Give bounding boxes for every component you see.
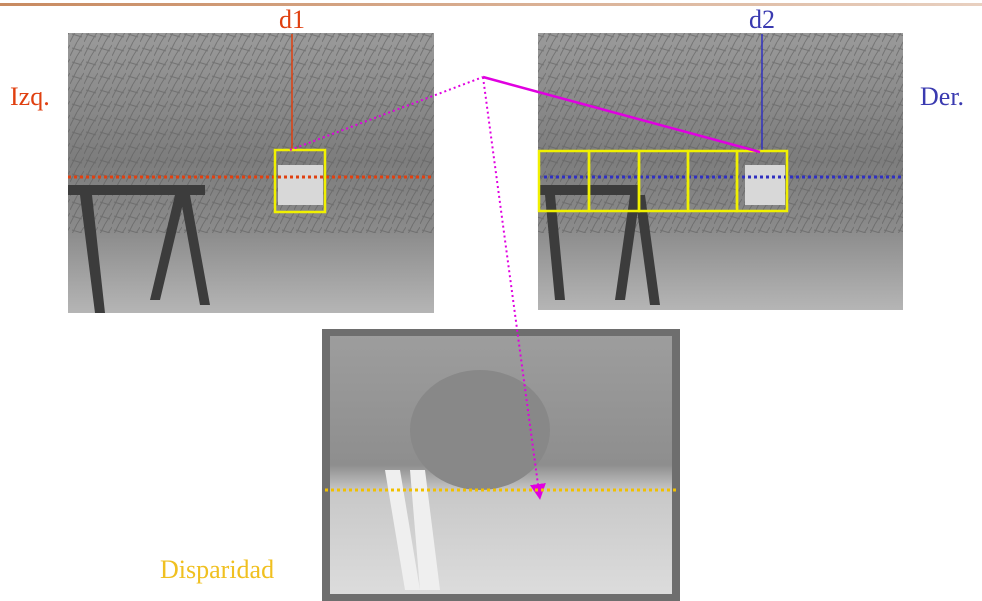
disparity-image [322, 329, 680, 601]
left-image [68, 33, 434, 313]
top-rule [0, 3, 982, 6]
disparity-label: Disparidad [160, 555, 274, 584]
right-label: Der. [920, 82, 964, 111]
d1-label: d1 [279, 5, 305, 34]
left-label: Izq. [10, 82, 50, 111]
right-image [538, 33, 903, 310]
d2-label: d2 [749, 5, 775, 34]
diagram: d1 Izq. d2 Der. Disparidad [0, 0, 982, 601]
